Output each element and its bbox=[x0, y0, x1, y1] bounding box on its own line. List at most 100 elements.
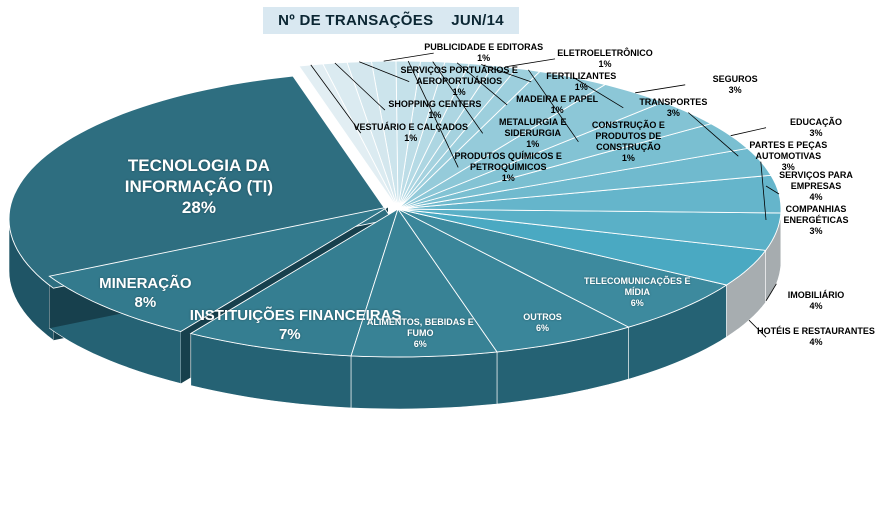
slice-label-12: SEGUROS 3% bbox=[675, 74, 795, 96]
slice-label-name: TELECOMUNICAÇÕES E MÍDIA bbox=[584, 275, 691, 297]
slice-label-name: FERTILIZANTES bbox=[546, 70, 617, 81]
slice-label-name: EDUCAÇÃO bbox=[789, 116, 842, 127]
chart-title: Nº DE TRANSAÇÕES JUN/14 bbox=[263, 7, 519, 34]
slice-label-name: HOTÉIS E RESTAURANTES bbox=[757, 326, 875, 337]
slice-label-7: IMOBILIÁRIO 4% bbox=[756, 290, 876, 312]
slice-label-8: SERVIÇOS PARA EMPRESAS 4% bbox=[756, 170, 876, 203]
leader-line-20 bbox=[383, 52, 434, 62]
slice-label-name: MADEIRA E PAPEL bbox=[516, 93, 599, 104]
leader-line-16 bbox=[481, 64, 532, 83]
slice-label-name: PUBLICIDADE E EDITORAS bbox=[424, 42, 544, 53]
pie-top-layer bbox=[8, 60, 782, 358]
slice-label-11: PARTES E PEÇAS AUTOMOTIVAS 3% bbox=[728, 140, 848, 173]
leader-line-12 bbox=[635, 84, 686, 94]
slice-label-value: 6% bbox=[630, 297, 644, 308]
slice-label-name: PRODUTOS QUÍMICOS E PETROQUÍMICOS bbox=[454, 150, 562, 172]
slice-label-value: 6% bbox=[413, 338, 427, 349]
leader-line-18 bbox=[432, 61, 484, 134]
slice-label-3: ALIMENTOS, BEBIDAS E FUMO 6% bbox=[365, 317, 475, 350]
leader-line-19 bbox=[407, 60, 459, 168]
slice-label-value: 1% bbox=[621, 152, 635, 163]
slice-label-value: 3% bbox=[809, 127, 823, 138]
pie-slice-7 bbox=[397, 208, 782, 251]
leader-line-23 bbox=[310, 64, 362, 134]
pie-slice-5 bbox=[397, 208, 728, 328]
slice-label-name: CONSTRUÇÃO E PRODUTOS DE CONSTRUÇÃO bbox=[591, 119, 665, 152]
slice-label-17: MADEIRA E PAPEL 1% bbox=[497, 94, 617, 116]
slice-label-value: 3% bbox=[666, 107, 680, 118]
slice-label-value: 4% bbox=[809, 337, 823, 348]
leader-line-6 bbox=[748, 319, 767, 338]
slice-label-6: HOTÉIS E RESTAURANTES 4% bbox=[756, 326, 876, 348]
leader-line-17 bbox=[456, 62, 508, 106]
slice-label-name: OUTROS bbox=[523, 312, 562, 323]
slice-label-value: 1% bbox=[598, 58, 612, 69]
slice-label-value: 3% bbox=[781, 161, 795, 172]
slice-label-value: 8% bbox=[134, 294, 157, 312]
slice-label-value: 1% bbox=[477, 53, 491, 64]
leader-line-8 bbox=[765, 185, 780, 195]
pie-slice-1 bbox=[48, 206, 389, 332]
leader-line-13 bbox=[573, 77, 624, 109]
slice-label-value: 3% bbox=[809, 225, 823, 236]
slice-label-value: 1% bbox=[501, 172, 515, 183]
slice-label-name: PARTES E PEÇAS AUTOMOTIVAS bbox=[749, 139, 828, 161]
leader-line-22 bbox=[334, 62, 386, 111]
slice-label-name: INSTITUIÇÕES FINANCEIRAS bbox=[189, 306, 402, 324]
slice-label-name: SEGUROS bbox=[712, 73, 758, 84]
slice-label-10: EDUCAÇÃO 3% bbox=[756, 117, 876, 139]
slice-label-value: 1% bbox=[452, 87, 466, 98]
slice-label-name: SERVIÇOS PARA EMPRESAS bbox=[779, 169, 853, 191]
slice-label-21: SERVIÇOS PORTUÁRIOS E AEROPORTUÁRIOS 1% bbox=[399, 65, 519, 98]
slice-label-name: COMPANHIAS ENERGÉTICAS bbox=[783, 203, 849, 225]
slice-label-name: SHOPPING CENTERS bbox=[388, 99, 482, 110]
leader-line-10 bbox=[730, 127, 767, 137]
slice-label-value: 1% bbox=[404, 133, 418, 144]
slice-label-value: 28% bbox=[181, 197, 216, 217]
slice-label-18: METALURGIA E SIDERURGIA 1% bbox=[473, 117, 593, 150]
pie-side-3 bbox=[350, 351, 498, 410]
slice-label-value: 6% bbox=[535, 323, 549, 334]
slice-label-name: ELETROELETRÔNICO bbox=[557, 47, 653, 58]
slice-label-15: ELETROELETRÔNICO 1% bbox=[545, 48, 665, 70]
pie-slice-4 bbox=[397, 208, 630, 353]
leader-line-21 bbox=[359, 61, 410, 82]
slice-label-name: METALURGIA E SIDERURGIA bbox=[498, 116, 567, 138]
slice-label-value: 3% bbox=[728, 84, 742, 95]
slice-label-value: 1% bbox=[428, 110, 442, 121]
slice-label-name: IMOBILIÁRIO bbox=[787, 289, 845, 300]
leader-line-11 bbox=[688, 112, 739, 157]
slice-label-value: 4% bbox=[809, 191, 823, 202]
slice-label-19: PRODUTOS QUÍMICOS E PETROQUÍMICOS 1% bbox=[448, 151, 568, 184]
slice-label-name: ALIMENTOS, BEBIDAS E FUMO bbox=[366, 316, 474, 338]
slice-label-value: 7% bbox=[278, 325, 301, 343]
slice-label-value: 1% bbox=[574, 81, 588, 92]
slice-label-20: PUBLICIDADE E EDITORAS 1% bbox=[424, 42, 544, 64]
slice-label-value: 1% bbox=[526, 138, 540, 149]
slice-label-name: SERVIÇOS PORTUÁRIOS E AEROPORTUÁRIOS bbox=[400, 65, 518, 87]
pie-slice-2 bbox=[189, 207, 399, 357]
slice-label-value: 1% bbox=[550, 104, 564, 115]
pie-slice-6 bbox=[397, 208, 767, 286]
slice-label-22: SHOPPING CENTERS 1% bbox=[375, 99, 495, 121]
slice-label-2: INSTITUIÇÕES FINANCEIRAS 7% bbox=[189, 306, 402, 344]
slice-label-name: TECNOLOGIA DA INFORMAÇÃO (TI) bbox=[124, 155, 274, 196]
slice-label-1: MINERAÇÃO 8% bbox=[90, 274, 200, 312]
leader-line-14 bbox=[528, 69, 579, 143]
leader-line-15 bbox=[504, 58, 556, 68]
leader-line-7 bbox=[765, 283, 777, 302]
slice-label-16: FERTILIZANTES 1% bbox=[521, 71, 641, 93]
slice-label-14: CONSTRUÇÃO E PRODUTOS DE CONSTRUÇÃO 1% bbox=[568, 120, 688, 164]
slice-label-13: TRANSPORTES 3% bbox=[613, 97, 733, 119]
leader-line-9 bbox=[760, 161, 767, 221]
leader-lines bbox=[310, 52, 780, 338]
slice-label-23: VESTUÁRIO E CALÇADOS 1% bbox=[351, 122, 471, 144]
pie-slice-3 bbox=[350, 207, 498, 358]
slice-label-9: COMPANHIAS ENERGÉTICAS 3% bbox=[756, 204, 876, 237]
slice-label-name: VESTUÁRIO E CALÇADOS bbox=[353, 122, 469, 133]
slice-label-name: MINERAÇÃO bbox=[99, 275, 192, 293]
slice-label-5: TELECOMUNICAÇÕES E MÍDIA 6% bbox=[582, 276, 692, 309]
slice-label-value: 4% bbox=[809, 300, 823, 311]
slice-label-name: TRANSPORTES bbox=[639, 96, 708, 107]
